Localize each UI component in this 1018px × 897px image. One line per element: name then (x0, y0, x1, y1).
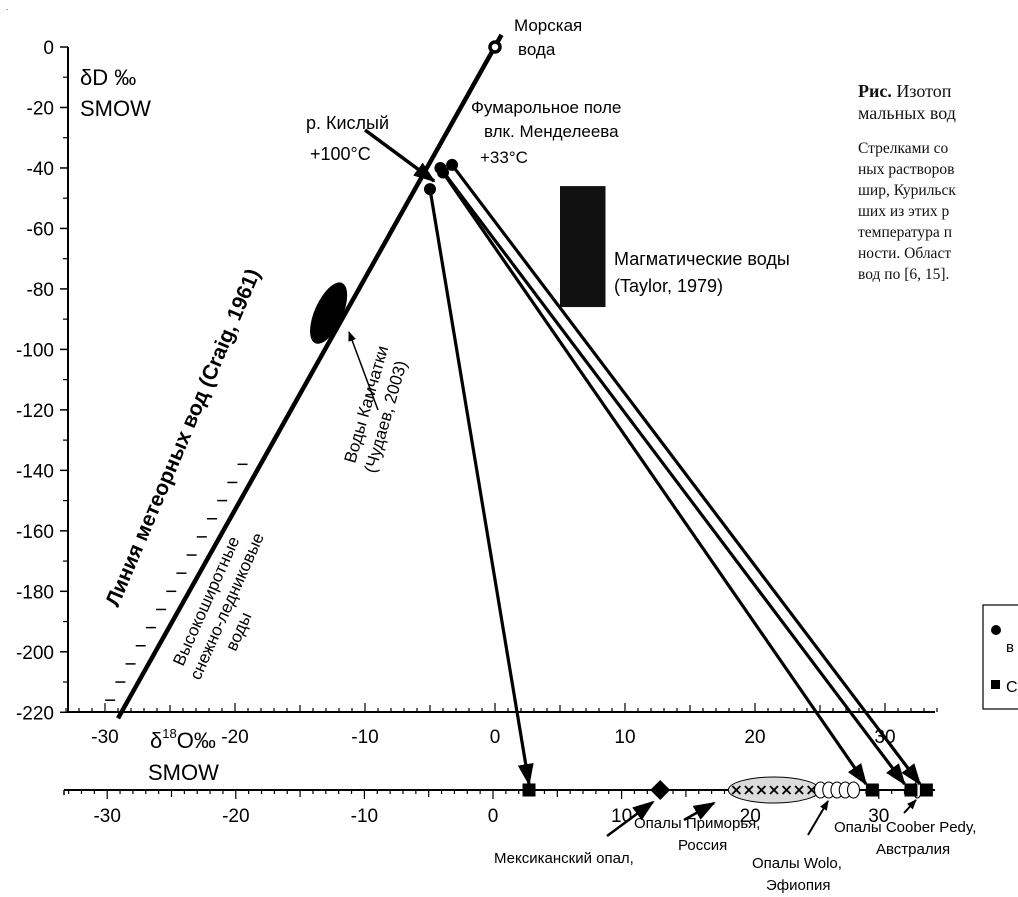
magmatic-waters-box (560, 186, 606, 308)
wolo-label-line1: Опалы Wolo, (752, 855, 842, 872)
legend-circle-marker (991, 625, 1001, 635)
legend-row2-text: С (1006, 679, 1018, 696)
caption-body-line: температура п (858, 224, 952, 241)
opal-square-marker (919, 783, 933, 797)
seawater-label-line2: вода (518, 40, 556, 59)
primorye-cross-marker (794, 785, 804, 795)
y-tick-label: -60 (27, 219, 54, 240)
magmatic-label-line2: (Taylor, 1979) (614, 276, 723, 296)
corner-dot: . (6, 3, 8, 12)
transfer-arrow (439, 166, 906, 786)
x-upper-tick-label: -20 (221, 727, 248, 748)
x-upper-tick-label: 0 (490, 727, 501, 748)
kisly-point (424, 183, 436, 196)
fumarole-label-line1: Фумарольное поле (471, 98, 621, 117)
legend-square-marker (991, 680, 1000, 689)
caption-body-line: шир, Курильск (858, 182, 956, 199)
caption-title: Рис. Изотоп (858, 80, 1018, 102)
caption-body-line: Стрелками со (858, 140, 949, 157)
transfer-arrow (428, 188, 534, 786)
y-tick-label: -180 (16, 582, 54, 603)
figure-caption: Рис. Изотоп мальных вод Стрелками со ных… (858, 80, 1018, 285)
fumarole-label-line2: влк. Менделеева (484, 122, 619, 141)
y-tick-label: -40 (27, 159, 54, 180)
mexican-opal-label: Мексиканский опал, (494, 850, 634, 867)
y-tick-label: -100 (16, 340, 54, 361)
meteoric-water-line (116, 33, 504, 720)
y-tick-label: -220 (16, 703, 54, 724)
seawater-marker (488, 40, 502, 54)
y-tick-label: 0 (43, 38, 54, 59)
opal-square-marker (522, 783, 536, 797)
y-tick-label: -20 (27, 98, 54, 119)
x-lower-tick-label: 20 (740, 806, 761, 827)
x-axis-label-prefix: δ (150, 728, 162, 753)
fumarole-point (437, 166, 449, 179)
coober-label-line1: Опалы Coober Pedy, (834, 819, 976, 836)
coober-pointer (903, 799, 917, 814)
kisly-label-line2: +100°C (310, 144, 371, 164)
x-upper-tick-label: -30 (91, 727, 118, 748)
kamchatka-waters-ellipse (310, 282, 348, 344)
x-axis-label-line2: SMOW (148, 760, 219, 785)
x-lower-tick-label: -30 (93, 806, 120, 827)
primorye-cross-marker (769, 785, 779, 795)
caption-title-bold: Рис. (858, 81, 892, 101)
opal-square-marker (904, 783, 918, 797)
primorye-cross-marker (731, 785, 741, 795)
transfer-arrow (450, 163, 922, 786)
snow-glacier-label: Высокоширотные снежно-ледниковые воды (169, 530, 268, 683)
caption-body-line: вод по [6, 15]. (858, 266, 950, 283)
caption-body-line: ших из этих р (858, 203, 950, 220)
kamchatka-arrow (348, 331, 379, 411)
transfer-arrow (441, 171, 868, 786)
x-upper-tick-label: 20 (744, 727, 765, 748)
x-lower-tick-label: 30 (868, 806, 889, 827)
fumarole-point (446, 158, 459, 171)
opal-diamond-marker (650, 780, 671, 800)
mexican-opal-pointer (606, 800, 655, 838)
x-lower-tick-label: 0 (488, 806, 499, 827)
y-tick-label: -80 (27, 280, 54, 301)
caption-title-rest: Изотоп (896, 81, 952, 101)
x-lower-tick-label: -10 (351, 806, 378, 827)
primorye-cross-marker (744, 785, 754, 795)
kisly-label-line1: р. Кислый (306, 113, 389, 133)
magmatic-label-line1: Магматические воды (614, 249, 790, 269)
kisly-pointer-arrow (363, 128, 436, 183)
primorye-cross-marker (756, 785, 767, 795)
y-tick-label: -140 (16, 461, 54, 482)
y-tick-label: -160 (16, 522, 54, 543)
caption-body-line: ных растворов (858, 161, 955, 178)
x-upper-tick-label: 10 (614, 727, 635, 748)
caption-title-line2: мальных вод (858, 103, 956, 123)
legend-box (982, 604, 1018, 710)
x-axis-label: δ18O‰ (150, 726, 216, 753)
x-axis-label-sup: 18 (162, 726, 176, 741)
seawater-label-line1: Морская (514, 16, 582, 35)
x-axis-label-suffix: O‰ (177, 728, 216, 753)
primorye-pointer (683, 801, 716, 822)
x-lower-tick-label: -20 (222, 806, 249, 827)
kamchatka-label: Воды Камчатки (Чудаев, 2003) (341, 344, 411, 475)
y-axis-label-line2: SMOW (80, 96, 151, 121)
fumarole-label-line3: +33°C (480, 148, 528, 167)
primorye-label-line2: Россия (678, 837, 727, 854)
wolo-circle-marker (846, 781, 861, 799)
y-tick-label: -200 (16, 643, 54, 664)
wolo-pointer (807, 800, 829, 836)
wolo-label-line2: Эфиопия (766, 877, 830, 894)
legend-row1-text: в (1006, 639, 1014, 656)
primorye-label-line1: Опалы Приморья, (634, 815, 760, 832)
coober-label-line2: Австралия (876, 841, 950, 858)
primorye-cross-marker (781, 785, 792, 795)
caption-body-line: ности. Област (858, 245, 952, 262)
y-tick-label: -120 (16, 401, 54, 422)
y-axis-label-line1: δD ‰ (80, 65, 136, 90)
x-upper-tick-label: -10 (351, 727, 378, 748)
opal-square-marker (865, 783, 879, 797)
